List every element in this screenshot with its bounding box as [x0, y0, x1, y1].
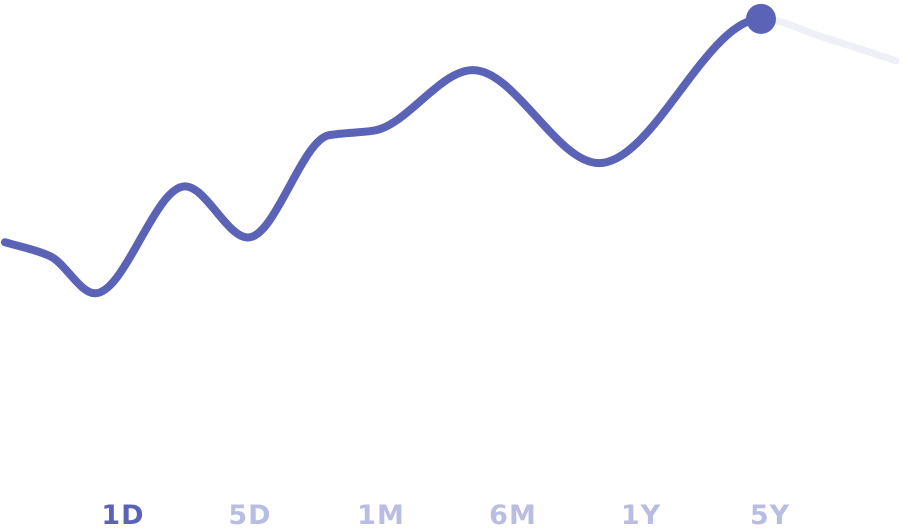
- range-tab-1m[interactable]: 1M: [357, 500, 405, 530]
- time-range-tabs: 1D 5D 1M 6M 1Y 5Y: [0, 494, 910, 530]
- range-tab-1y[interactable]: 1Y: [620, 500, 662, 530]
- current-price-marker[interactable]: [746, 3, 776, 34]
- range-tab-1d[interactable]: 1D: [101, 500, 145, 530]
- range-tab-5d[interactable]: 5D: [228, 500, 272, 530]
- price-line: [1, 14, 765, 298]
- range-tab-5y[interactable]: 5Y: [749, 500, 791, 530]
- future-price-line: [757, 15, 900, 65]
- range-tab-6m[interactable]: 6M: [489, 500, 537, 530]
